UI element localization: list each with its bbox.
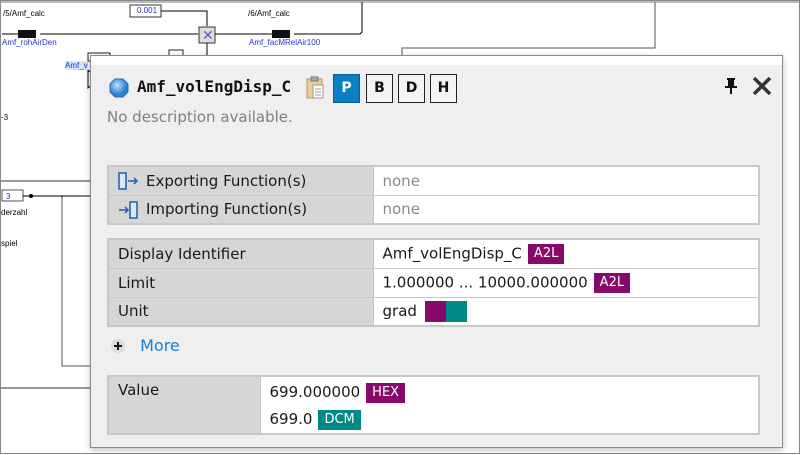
diagram-label: /6/Amf_calc (248, 9, 290, 18)
display-identifier-cell: Amf_volEngDisp_C A2L (372, 238, 760, 269)
display-identifier-label: Display Identifier (107, 238, 374, 269)
plus-icon (111, 338, 125, 353)
dcm-badge: DCM (318, 409, 361, 430)
more-link[interactable]: More (140, 336, 180, 355)
popup-top-strip (91, 56, 782, 65)
unit-source-swatch-teal (445, 300, 467, 322)
hex-badge: HEX (366, 382, 406, 403)
unit-cell: grad (372, 296, 760, 327)
unit-source-swatch-purple (424, 300, 446, 322)
signal-label-rohAirDen[interactable]: Amf_rohAirDen (2, 38, 57, 47)
functions-table: Exporting Function(s) none Importing Fun… (107, 165, 760, 225)
table-row: Display Identifier Amf_volEngDisp_C A2L (107, 238, 760, 269)
value-cell: 699.000000 HEX 699.0 DCM (259, 375, 760, 435)
import-function-icon (119, 200, 138, 219)
diagram-label: derzahl (1, 208, 28, 217)
exporting-functions-label: Exporting Function(s) (107, 165, 374, 196)
popup-title: Amf_volEngDisp_C (137, 77, 292, 96)
multiply-icon: ✕ (202, 28, 214, 44)
a2l-badge: A2L (593, 272, 631, 293)
pin-icon[interactable] (724, 77, 738, 95)
diagram-label: -3 (1, 113, 9, 122)
close-icon[interactable] (752, 77, 772, 95)
diagram-label: /5/Amf_calc (3, 9, 45, 18)
value-label: Value (107, 375, 261, 435)
popup-description: No description available. (107, 108, 293, 126)
table-row: Exporting Function(s) none (107, 165, 760, 196)
table-row: Importing Function(s) none (107, 194, 760, 225)
label-text: Exporting Function(s) (146, 171, 307, 190)
junction (29, 194, 33, 198)
importing-functions-label: Importing Function(s) (107, 194, 374, 225)
wire (294, 2, 363, 35)
label-text: Importing Function(s) (146, 200, 308, 218)
wire (61, 196, 90, 367)
hex-value-row: 699.000000 HEX (270, 379, 750, 406)
dcm-value: 699.0 (269, 410, 313, 428)
display-identifier-value: Amf_volEngDisp_C (382, 244, 522, 263)
table-row: Limit 1.000000 ... 10000.000000 A2L (107, 267, 760, 298)
value-table: Value 699.000000 HEX 699.0 DCM (107, 375, 760, 435)
wire (161, 10, 208, 26)
view-button-b[interactable]: B (366, 74, 393, 103)
constant-value: 3 (6, 192, 11, 201)
properties-table: Display Identifier Amf_volEngDisp_C A2L L… (107, 238, 760, 327)
wire (401, 2, 656, 55)
exporting-functions-value: none (372, 165, 760, 196)
parameter-info-popup: Amf_volEngDisp_C P B D H No description … (90, 55, 783, 448)
unit-value: grad (382, 301, 417, 320)
table-row: Value 699.000000 HEX 699.0 DCM (107, 375, 760, 435)
limit-value: 1.000000 ... 10000.000000 (382, 273, 588, 291)
a2l-badge: A2L (527, 243, 565, 264)
view-button-h[interactable]: H (430, 74, 457, 103)
view-button-d[interactable]: D (398, 74, 425, 103)
inport-block[interactable] (18, 30, 36, 38)
view-button-p[interactable]: P (333, 74, 360, 103)
unit-label: Unit (107, 296, 374, 327)
signal-label-facMRelAir100[interactable]: Amf_facMRelAir100 (249, 38, 321, 47)
parameter-octagon-icon (109, 78, 129, 98)
outport-block[interactable] (272, 30, 290, 38)
limit-cell: 1.000000 ... 10000.000000 A2L (372, 267, 760, 298)
importing-functions-value: none (372, 194, 760, 225)
diagram-label: spiel (1, 239, 18, 248)
hex-value: 699.000000 (269, 383, 361, 401)
more-toggle[interactable]: More (109, 335, 180, 355)
limit-label: Limit (107, 267, 374, 298)
signal-label-volEngDisp[interactable]: Amf_v (65, 61, 88, 70)
copy-clipboard-icon[interactable] (305, 76, 325, 100)
constant-value: 0.001 (137, 6, 158, 15)
dcm-value-row: 699.0 DCM (270, 406, 750, 433)
export-function-icon (118, 172, 139, 190)
table-row: Unit grad (107, 296, 760, 327)
